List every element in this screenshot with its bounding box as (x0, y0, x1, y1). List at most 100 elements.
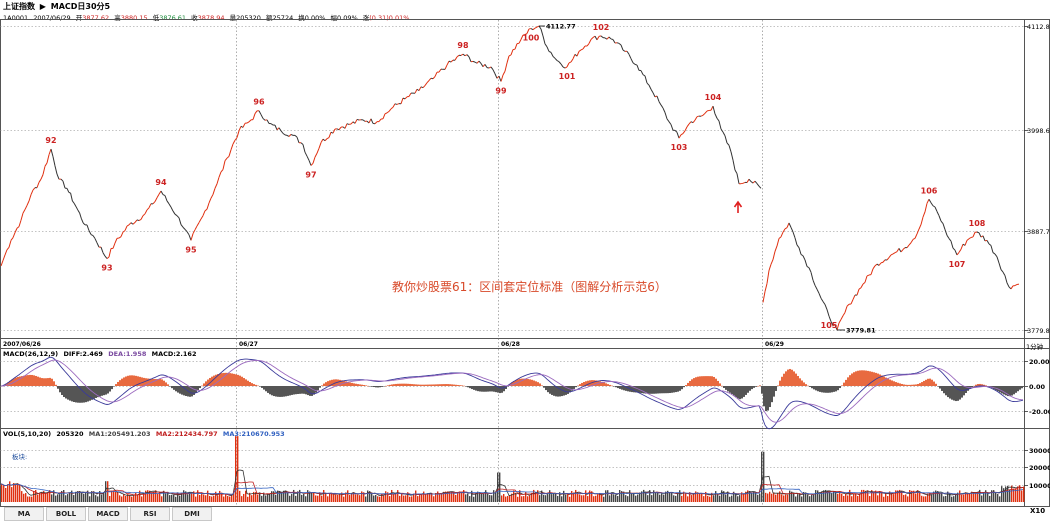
price-segment (991, 246, 993, 253)
volume-bar (777, 493, 778, 502)
price-segment (141, 216, 143, 220)
macd-bar (739, 386, 741, 399)
macd-bar (245, 379, 247, 386)
tab-macd[interactable]: MACD (88, 507, 128, 521)
volume-bar (85, 493, 86, 502)
macd-bar (283, 386, 285, 397)
macd-bar (901, 384, 903, 386)
price-segment (951, 241, 953, 248)
price-segment (427, 81, 429, 83)
price-segment (677, 132, 679, 138)
macd-bar (441, 384, 443, 386)
price-segment (725, 136, 727, 143)
macd-bar (813, 386, 815, 389)
tab-ma[interactable]: MA (4, 507, 44, 521)
volume-bar (915, 494, 916, 502)
macd-bar (359, 384, 361, 386)
price-segment (393, 104, 395, 107)
price-segment (395, 104, 397, 105)
price-segment (801, 254, 803, 255)
volume-bar (765, 493, 766, 502)
price-segment (935, 207, 937, 211)
vol-value: 205320 (56, 430, 83, 438)
price-segment (613, 40, 615, 43)
macd-bar (947, 386, 949, 397)
tab-boll[interactable]: BOLL (46, 507, 86, 521)
price-segment (53, 157, 55, 166)
tab-rsi[interactable]: RSI (130, 507, 170, 521)
volume-bar (483, 494, 484, 502)
macd-bar (1001, 386, 1003, 393)
macd-bar (723, 386, 725, 388)
volume-bar (633, 493, 634, 502)
macd-bar (683, 386, 685, 387)
price-segment (1001, 270, 1003, 273)
price-segment (301, 143, 303, 145)
price-segment (205, 209, 207, 211)
volume-bar (169, 495, 170, 502)
price-segment (519, 40, 521, 44)
macd-bar (89, 386, 91, 401)
volume-bar (11, 487, 12, 502)
price-segment (421, 87, 423, 88)
macd-bar (139, 377, 141, 386)
volume-bar (21, 491, 22, 502)
volume-bar (129, 496, 130, 502)
macd-bar (161, 379, 163, 386)
volume-bar (39, 493, 40, 502)
macd-bar (471, 386, 473, 389)
macd-bar (641, 386, 643, 393)
macd-bar (821, 386, 823, 392)
price-segment (561, 64, 563, 67)
macd-bar (671, 386, 673, 393)
price-segment (409, 93, 411, 96)
volume-bar (429, 494, 430, 502)
price-segment (563, 67, 565, 68)
price-segment (839, 320, 841, 323)
macd-bar (351, 383, 353, 386)
macd-bar (519, 379, 521, 386)
volume-bar (45, 493, 46, 502)
price-segment (1015, 284, 1017, 285)
price-segment (203, 211, 205, 216)
price-segment (629, 54, 631, 58)
vol-tick-label: 300000 (1029, 447, 1050, 455)
macd-bar (689, 381, 691, 386)
macd-bar (547, 386, 549, 392)
macd-bar (325, 382, 327, 386)
macd-bar (385, 386, 387, 387)
macd-bar (761, 386, 763, 394)
macd-bar (609, 385, 611, 386)
volume-bar (929, 493, 930, 502)
volume-bar (473, 497, 474, 502)
price-segment (583, 46, 585, 49)
volume-bar (183, 490, 184, 502)
macd-bar (475, 386, 477, 391)
macd-bar (907, 385, 909, 386)
macd-bar (131, 375, 133, 386)
price-segment (993, 253, 995, 254)
price-segment (1007, 283, 1009, 287)
price-segment (327, 138, 329, 139)
volume-bar (33, 491, 34, 502)
macd-bar (251, 383, 253, 386)
price-segment (281, 131, 283, 134)
price-segment (177, 216, 179, 218)
price-segment (933, 206, 935, 207)
price-segment (827, 310, 829, 317)
price-segment (495, 74, 497, 79)
volume-bar (781, 494, 782, 502)
macd-bar (371, 386, 373, 387)
price-segment (91, 235, 93, 236)
volume-bar (329, 493, 330, 502)
macd-bar (849, 375, 851, 386)
volume-bar (731, 496, 732, 502)
price-segment (807, 266, 809, 267)
volume-bar (261, 496, 262, 502)
macd-bar (953, 386, 955, 400)
macd-bar (915, 384, 917, 386)
tab-dmi[interactable]: DMI (172, 507, 212, 521)
price-segment (703, 113, 705, 115)
price-segment (9, 240, 11, 247)
